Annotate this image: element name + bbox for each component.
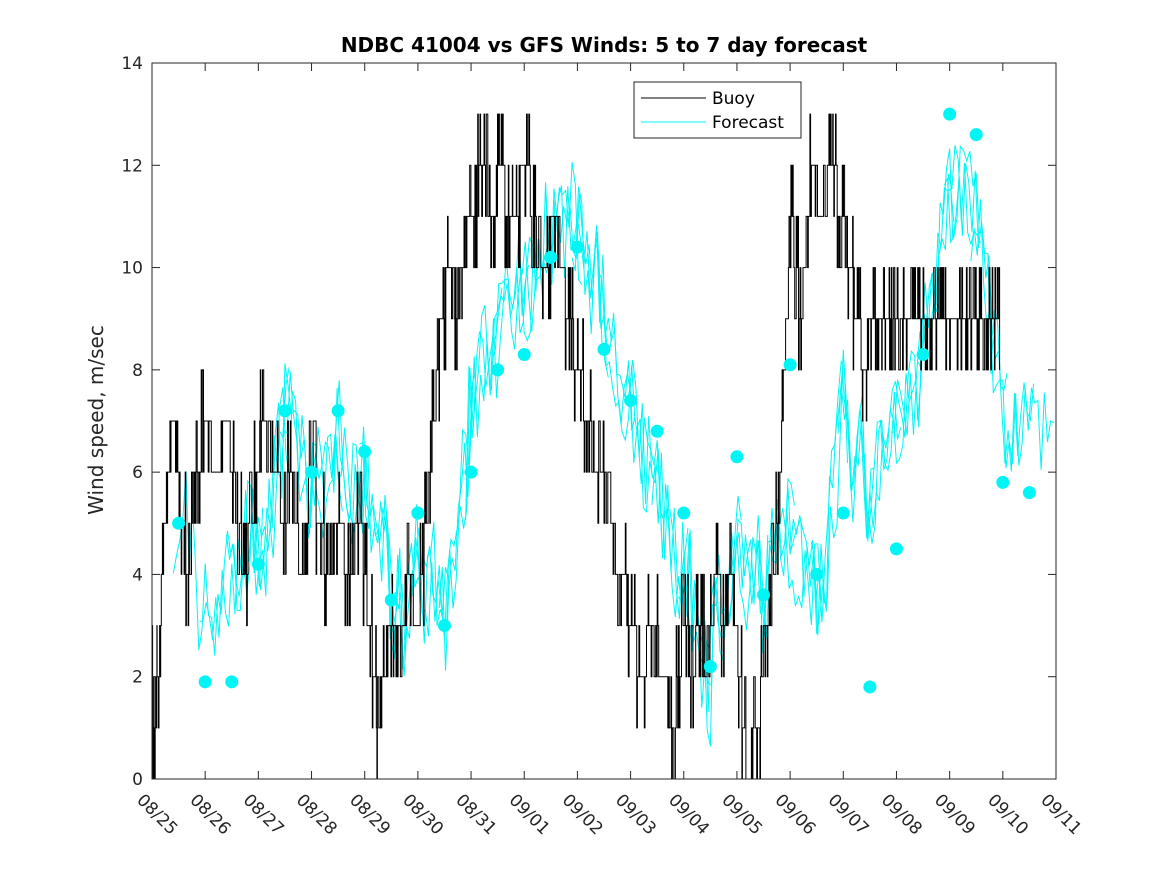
y-tick-label: 12: [121, 156, 143, 176]
x-tick-label: 08/28: [292, 790, 341, 839]
forecast-point: [331, 404, 345, 418]
x-tick-label: 09/04: [664, 790, 713, 839]
forecast-trace: [332, 380, 423, 669]
buoy-line: [151, 113, 1001, 780]
forecast-point: [836, 506, 850, 520]
forecast-point: [943, 107, 957, 121]
x-tick-label: 08/29: [345, 790, 394, 839]
forecast-point: [358, 445, 372, 459]
forecast-markers: [172, 107, 1036, 694]
legend-box: [633, 81, 802, 139]
forecast-point: [624, 394, 638, 408]
plot-area: [151, 62, 1057, 780]
forecast-point: [889, 542, 903, 556]
y-axis-label: Wind speed, m/sec: [84, 325, 108, 515]
chart-title: NDBC 41004 vs GFS Winds: 5 to 7 day fore…: [341, 33, 868, 57]
legend-label-buoy: Buoy: [712, 89, 755, 109]
x-tick-label: 09/11: [1036, 790, 1085, 839]
forecast-point: [969, 128, 983, 142]
y-tick-label: 10: [121, 259, 143, 279]
buoy-series: [151, 113, 1001, 780]
forecast-trace: [891, 145, 981, 436]
forecast-point: [757, 588, 771, 602]
y-tick-label: 8: [132, 361, 143, 381]
y-axis: 0 2 4 6 8 10 12 14: [121, 54, 1056, 790]
x-tick-label: 09/08: [877, 790, 926, 839]
forecast-trace: [970, 199, 1055, 470]
forecast-point: [464, 465, 478, 479]
x-tick-label: 09/09: [930, 790, 979, 839]
forecast-point: [437, 619, 451, 633]
forecast-point: [517, 348, 531, 362]
x-tick-label: 08/27: [239, 790, 288, 839]
forecast-point: [650, 424, 664, 438]
forecast-point: [863, 680, 877, 694]
x-tick-label: 09/06: [771, 790, 820, 839]
forecast-point: [278, 404, 292, 418]
forecast-trace: [385, 370, 476, 650]
forecast-point: [570, 240, 584, 254]
forecast-trace: [784, 372, 875, 634]
y-tick-label: 6: [132, 463, 143, 483]
forecast-point: [1022, 486, 1036, 500]
forecast-trace: [252, 363, 343, 597]
forecast-trace: [199, 367, 290, 641]
x-tick-label: 09/07: [824, 790, 873, 839]
x-tick-label: 09/01: [505, 790, 554, 839]
x-tick-label: 08/31: [452, 790, 501, 839]
forecast-point: [996, 475, 1010, 489]
forecast-point: [384, 593, 398, 607]
forecast-trace: [943, 145, 1035, 472]
forecast-trace: [810, 349, 902, 636]
x-tick-label: 08/30: [398, 790, 447, 839]
x-tick-label: 09/05: [717, 790, 766, 839]
forecast-point: [198, 675, 212, 689]
forecast-point: [172, 516, 186, 530]
forecast-traces: [172, 145, 1055, 747]
forecast-point: [783, 358, 797, 372]
y-tick-label: 4: [132, 565, 143, 585]
forecast-trace: [598, 272, 689, 617]
forecast-point: [225, 675, 239, 689]
forecast-point: [411, 506, 425, 520]
forecast-point: [677, 506, 691, 520]
forecast-point: [703, 659, 717, 673]
forecast-point: [251, 557, 265, 571]
y-tick-label: 2: [132, 668, 143, 688]
x-tick-label: 08/25: [132, 790, 181, 839]
forecast-trace: [305, 426, 396, 654]
y-tick-label: 0: [132, 770, 143, 790]
y-tick-label: 14: [121, 54, 143, 74]
x-tick-label: 09/02: [558, 790, 607, 839]
x-tick-label: 09/10: [983, 790, 1032, 839]
forecast-point: [597, 342, 611, 356]
forecast-point: [810, 567, 824, 581]
forecast-point: [544, 250, 558, 264]
forecast-point: [491, 363, 505, 377]
forecast-trace: [704, 477, 795, 712]
forecast-point: [305, 465, 319, 479]
x-tick-label: 09/03: [611, 790, 660, 839]
forecast-point: [730, 450, 744, 464]
legend-label-forecast: Forecast: [712, 113, 784, 133]
forecast-trace: [837, 313, 928, 539]
x-tick-label: 08/26: [186, 790, 235, 839]
forecast-point: [916, 348, 930, 362]
legend: Buoy Forecast: [633, 81, 802, 139]
